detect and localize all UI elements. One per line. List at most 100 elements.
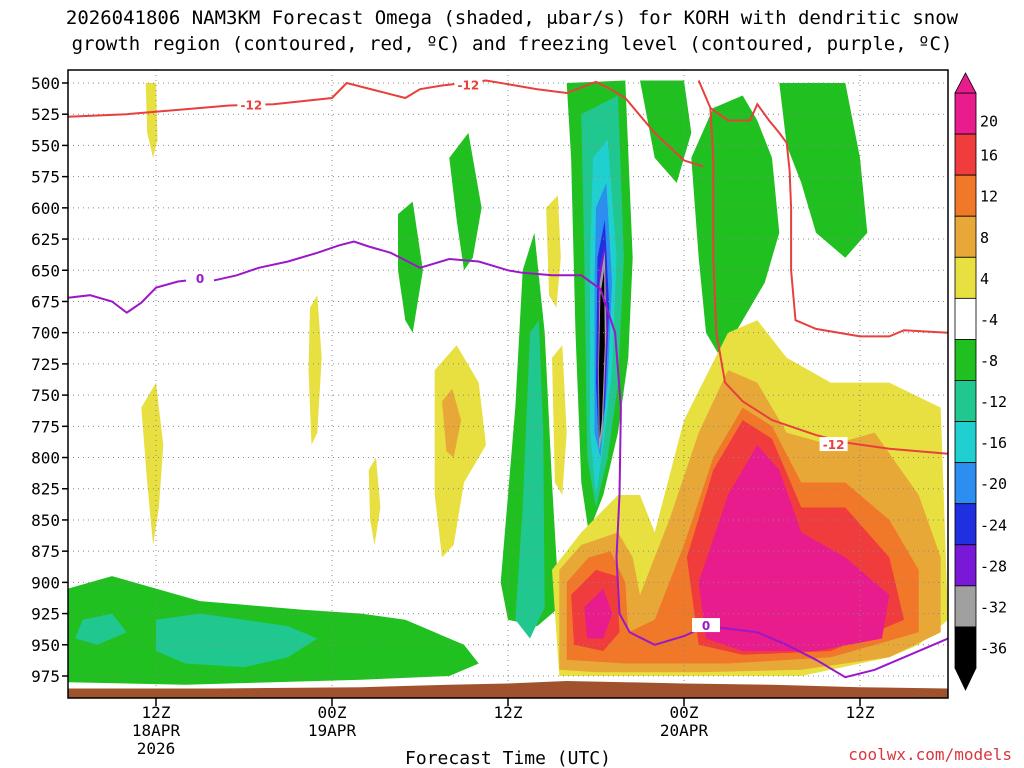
x-tick-label: 00Z bbox=[670, 703, 699, 722]
y-tick-label: 625 bbox=[31, 230, 60, 249]
colorbar-bottom-arrow bbox=[954, 667, 977, 691]
colorbar-swatch bbox=[954, 462, 977, 505]
omega-region-upper-lift-b bbox=[398, 201, 423, 333]
y-tick-label: 525 bbox=[31, 105, 60, 124]
colorbar-label: -32 bbox=[980, 598, 1007, 616]
dgz-contour-line bbox=[697, 80, 788, 144]
freezing-label-right: 0 bbox=[692, 618, 720, 633]
colorbar-swatch bbox=[954, 174, 977, 217]
y-tick-label: 700 bbox=[31, 324, 60, 343]
freezing-label-left-text: 0 bbox=[196, 272, 204, 286]
colorbar-label: -8 bbox=[980, 352, 998, 370]
colorbar-swatch bbox=[954, 421, 977, 464]
omega-region-upper-lift-a bbox=[449, 132, 482, 271]
colorbar-label: 8 bbox=[980, 229, 989, 247]
dgz-label-top-bg bbox=[454, 77, 483, 92]
y-tick-label: 975 bbox=[31, 667, 60, 686]
y-tick-label: 500 bbox=[31, 74, 60, 93]
y-tick-label: 825 bbox=[31, 480, 60, 499]
terrain-ground bbox=[68, 681, 948, 698]
colorbar-label: 20 bbox=[980, 113, 998, 131]
colorbar-label: -4 bbox=[980, 311, 998, 329]
x-axis-title: Forecast Time (UTC) bbox=[405, 748, 611, 768]
omega-region-main-lift-core-black bbox=[598, 270, 605, 439]
dgz-label-top-text: -12 bbox=[458, 78, 480, 92]
colorbar-swatch bbox=[954, 626, 977, 669]
dgz-label-left: -12 bbox=[237, 97, 266, 112]
colorbar-swatch bbox=[954, 380, 977, 422]
y-tick-label: 600 bbox=[31, 199, 60, 218]
x-tick-label: 12Z bbox=[494, 703, 523, 722]
colorbar-swatch bbox=[954, 92, 977, 135]
colorbar-label: -28 bbox=[980, 557, 1007, 575]
omega-shading bbox=[68, 80, 948, 685]
colorbar: 20 16 12 8 4 -4 -8 -12 -16 -20 -24 -28 -32 -36 bbox=[954, 72, 1007, 691]
y-tick-label: 950 bbox=[31, 636, 60, 655]
colorbar-label: -12 bbox=[980, 393, 1007, 411]
colorbar-label: -24 bbox=[980, 516, 1007, 534]
omega-region-descent-magenta-2 bbox=[698, 445, 890, 651]
y-axis: 500 525 550 575 600 625 650 675 700 725 750 775 800 8… bbox=[31, 74, 68, 686]
y-tick-label: 775 bbox=[31, 417, 60, 436]
y-tick-label: 550 bbox=[31, 136, 60, 155]
colorbar-label: -16 bbox=[980, 434, 1007, 452]
omega-region-early-boundary-layer-lift-core bbox=[156, 613, 318, 668]
y-tick-label: 725 bbox=[31, 355, 60, 374]
colorbar-swatch bbox=[954, 297, 977, 340]
colorbar-swatch bbox=[954, 256, 977, 299]
x-tick-label: 12Z bbox=[142, 703, 171, 722]
y-tick-label: 675 bbox=[31, 292, 60, 311]
y-tick-label: 875 bbox=[31, 542, 60, 561]
x-tick-date: 19APR bbox=[308, 721, 357, 740]
colorbar-swatch bbox=[954, 339, 977, 381]
colorbar-swatch bbox=[954, 503, 977, 546]
x-tick-label: 00Z bbox=[318, 703, 347, 722]
x-tick-year: 2026 bbox=[137, 739, 176, 758]
y-tick-label: 800 bbox=[31, 449, 60, 468]
colorbar-swatch bbox=[954, 544, 977, 587]
y-tick-label: 900 bbox=[31, 573, 60, 592]
y-tick-label: 575 bbox=[31, 168, 60, 187]
dgz-label-right-bg bbox=[819, 437, 848, 452]
colorbar-label: -20 bbox=[980, 475, 1007, 493]
omega-region-early-bl-core2 bbox=[75, 613, 127, 645]
dgz-contour-line bbox=[785, 142, 948, 338]
freezing-label-right-bg bbox=[692, 618, 720, 633]
chart-title-line1: 2026041806 NAM3KM Forecast Omega (shaded… bbox=[66, 7, 959, 29]
colorbar-swatch bbox=[954, 133, 977, 176]
credit-link[interactable]: coolwx.com/models bbox=[848, 745, 1012, 764]
y-tick-label: 650 bbox=[31, 261, 60, 280]
contour-labels: -12 -12 -12 0 0 bbox=[186, 77, 848, 633]
omega-region-upper-right-lift-c bbox=[640, 80, 692, 183]
gridlines bbox=[68, 70, 948, 698]
omega-region-descent-left-yellow-b bbox=[141, 382, 164, 545]
colorbar-label: 12 bbox=[980, 188, 998, 206]
x-tick-date: 20APR bbox=[660, 721, 709, 740]
y-tick-label: 925 bbox=[31, 605, 60, 624]
freezing-label-left-bg bbox=[186, 271, 214, 286]
y-tick-label: 850 bbox=[31, 511, 60, 530]
chart-title-line2: growth region (contoured, red, ºC) and f… bbox=[72, 33, 953, 55]
omega-region-mid-level-lift-band-inner bbox=[515, 320, 545, 639]
dgz-label-top: -12 bbox=[454, 77, 483, 92]
dgz-contour-line bbox=[709, 107, 948, 455]
freezing-label-left: 0 bbox=[186, 271, 214, 286]
colorbar-label: -36 bbox=[980, 639, 1007, 657]
y-tick-label: 750 bbox=[31, 386, 60, 405]
dgz-label-right-text: -12 bbox=[823, 438, 845, 452]
colorbar-swatch bbox=[954, 215, 977, 258]
colorbar-label: 16 bbox=[980, 147, 998, 165]
dgz-label-right: -12 bbox=[819, 437, 848, 452]
omega-region-descent-left-yellow-e bbox=[368, 457, 381, 545]
omega-region-descent-gold-left bbox=[442, 388, 462, 458]
colorbar-label: 4 bbox=[980, 270, 989, 288]
colorbar-swatch bbox=[954, 585, 977, 628]
x-tick-label: 12Z bbox=[846, 703, 875, 722]
dgz-label-left-bg bbox=[237, 97, 266, 112]
omega-region-upper-right-lift-b bbox=[779, 83, 868, 258]
colorbar-top-arrow bbox=[954, 72, 977, 94]
omega-region-descent-left-yellow-f bbox=[546, 195, 561, 308]
dgz-label-left-text: -12 bbox=[240, 98, 262, 112]
